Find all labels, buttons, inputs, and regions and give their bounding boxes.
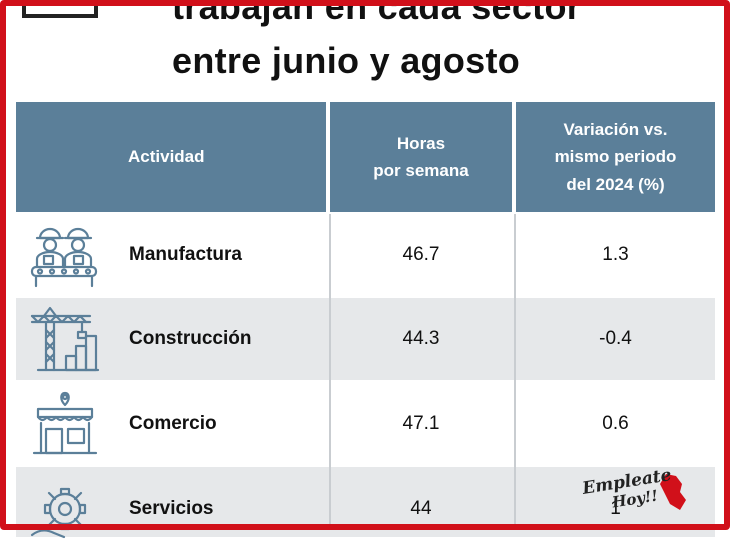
variation-cell: 1 — [610, 498, 621, 519]
column-divider — [514, 214, 516, 530]
factory-workers-icon — [30, 227, 98, 288]
header-hours-line-2: por semana — [373, 161, 469, 180]
hours-cell: 44 — [410, 498, 432, 519]
hours-cell: 46.7 — [402, 244, 440, 265]
title-line-2: entre junio y agosto — [172, 40, 521, 81]
document-icon — [22, 0, 98, 18]
table-row: Construcción 44.3 -0.4 — [16, 298, 715, 380]
header-hours: Horas por semana — [330, 102, 512, 212]
activity-label: Construcción — [129, 328, 252, 349]
peru-map-icon — [660, 474, 686, 510]
hours-cell: 47.1 — [402, 413, 440, 434]
variation-cell: 1.3 — [602, 244, 629, 265]
header-hours-line-1: Horas — [396, 133, 446, 153]
column-divider — [329, 214, 331, 530]
activity-label: Manufactura — [129, 244, 242, 265]
header-variation: Variación vs. mismo periodo del 2024 (%) — [516, 102, 715, 212]
gear-service-icon — [30, 487, 87, 539]
activity-label: Comercio — [129, 413, 217, 434]
activity-label: Servicios — [129, 498, 214, 519]
variation-cell: -0.4 — [599, 328, 632, 349]
store-icon — [32, 391, 98, 455]
table-row: Comercio 47.1 0.6 — [16, 383, 715, 465]
title-line-1: trabajan en cada sector — [172, 0, 582, 27]
construction-crane-icon — [30, 306, 100, 372]
header-variation-line-2: mismo periodo — [554, 147, 677, 167]
header-activity-label: Actividad — [128, 147, 205, 167]
variation-cell: 0.6 — [602, 413, 629, 434]
table-row: Manufactura 46.7 1.3 — [16, 214, 715, 296]
hours-cell: 44.3 — [402, 328, 440, 349]
header-variation-line-3: del 2024 (%) — [566, 174, 665, 194]
header-variation-line-1: Variación vs. — [563, 120, 668, 140]
header-activity: Actividad — [16, 102, 326, 212]
empleate-hoy-logo: Empleate Hoy!! — [580, 465, 698, 530]
